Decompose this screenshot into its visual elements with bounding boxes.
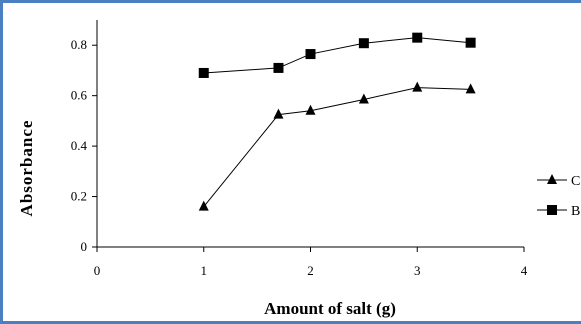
legend-label: C	[571, 174, 580, 189]
y-tick-label: 0.4	[71, 138, 88, 153]
series-line	[203, 87, 471, 207]
data-point	[198, 67, 209, 78]
legend-marker	[547, 174, 557, 184]
y-tick-label: 0	[81, 239, 88, 254]
data-point	[465, 83, 476, 94]
y-tick-label: 0.8	[71, 37, 87, 52]
series-layer	[198, 32, 476, 211]
x-tick-label: 0	[94, 263, 101, 278]
x-tick-label: 4	[521, 263, 528, 278]
y-axis-title: Absorbance	[17, 120, 36, 217]
legend-label: B	[571, 204, 580, 219]
data-point	[358, 93, 369, 104]
data-point	[358, 38, 369, 49]
legend-entry: B	[537, 204, 580, 219]
legend-entry: C	[537, 174, 580, 189]
data-point	[273, 108, 284, 119]
data-point	[273, 62, 284, 73]
data-point	[412, 81, 423, 92]
x-tick-label: 3	[414, 263, 421, 278]
series-B	[198, 32, 476, 78]
y-tick-label: 0.2	[71, 189, 87, 204]
data-point	[412, 32, 423, 43]
y-tick-label: 0.6	[71, 88, 88, 103]
data-point	[198, 200, 209, 211]
x-tick-label: 1	[201, 263, 208, 278]
data-point	[305, 49, 316, 60]
series-line	[203, 37, 471, 74]
data-point	[305, 104, 316, 115]
legend-marker	[547, 205, 557, 215]
x-axis-title: Amount of salt (g)	[264, 299, 396, 318]
x-tick-label: 2	[307, 263, 314, 278]
data-point	[465, 37, 476, 48]
series-C	[198, 81, 476, 211]
ticks: 0 0.2 0.4 0.6 0.8 0 1 2 3 4	[71, 37, 528, 278]
legend: CB	[537, 174, 580, 219]
